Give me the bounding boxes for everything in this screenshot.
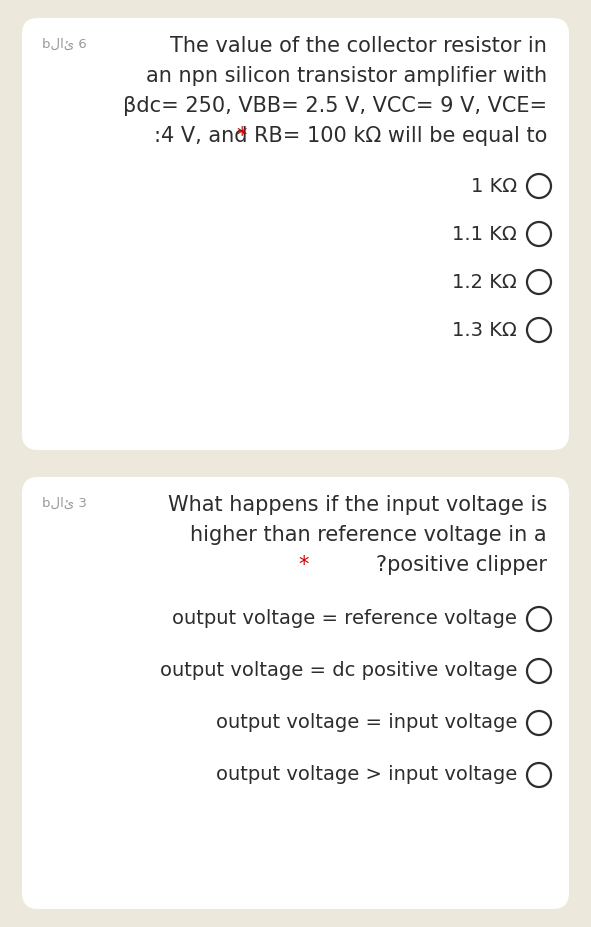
Text: output voltage = input voltage: output voltage = input voltage	[216, 714, 517, 732]
Text: output voltage = reference voltage: output voltage = reference voltage	[172, 609, 517, 629]
Text: *: *	[299, 555, 316, 575]
Text: 1.1 KΩ: 1.1 KΩ	[452, 224, 517, 244]
Text: 1.2 KΩ: 1.2 KΩ	[452, 273, 517, 291]
Text: bلائ 3: bلائ 3	[42, 497, 87, 510]
FancyBboxPatch shape	[22, 477, 569, 909]
FancyBboxPatch shape	[22, 18, 569, 450]
Text: an npn silicon transistor amplifier with: an npn silicon transistor amplifier with	[146, 66, 547, 86]
Text: The value of the collector resistor in: The value of the collector resistor in	[170, 36, 547, 56]
Text: bلائ 6: bلائ 6	[42, 38, 87, 51]
Text: 1 KΩ: 1 KΩ	[471, 176, 517, 196]
Text: *: *	[237, 126, 254, 146]
Text: higher than reference voltage in a: higher than reference voltage in a	[190, 525, 547, 545]
Text: ?positive clipper: ?positive clipper	[376, 555, 547, 575]
Text: βdc= 250, VBB= 2.5 V, VCC= 9 V, VCE=: βdc= 250, VBB= 2.5 V, VCC= 9 V, VCE=	[123, 96, 547, 116]
Text: output voltage = dc positive voltage: output voltage = dc positive voltage	[160, 662, 517, 680]
Text: output voltage > input voltage: output voltage > input voltage	[216, 766, 517, 784]
Text: What happens if the input voltage is: What happens if the input voltage is	[168, 495, 547, 515]
Text: 1.3 KΩ: 1.3 KΩ	[452, 321, 517, 339]
Text: :4 V, and RB= 100 kΩ will be equal to: :4 V, and RB= 100 kΩ will be equal to	[154, 126, 547, 146]
